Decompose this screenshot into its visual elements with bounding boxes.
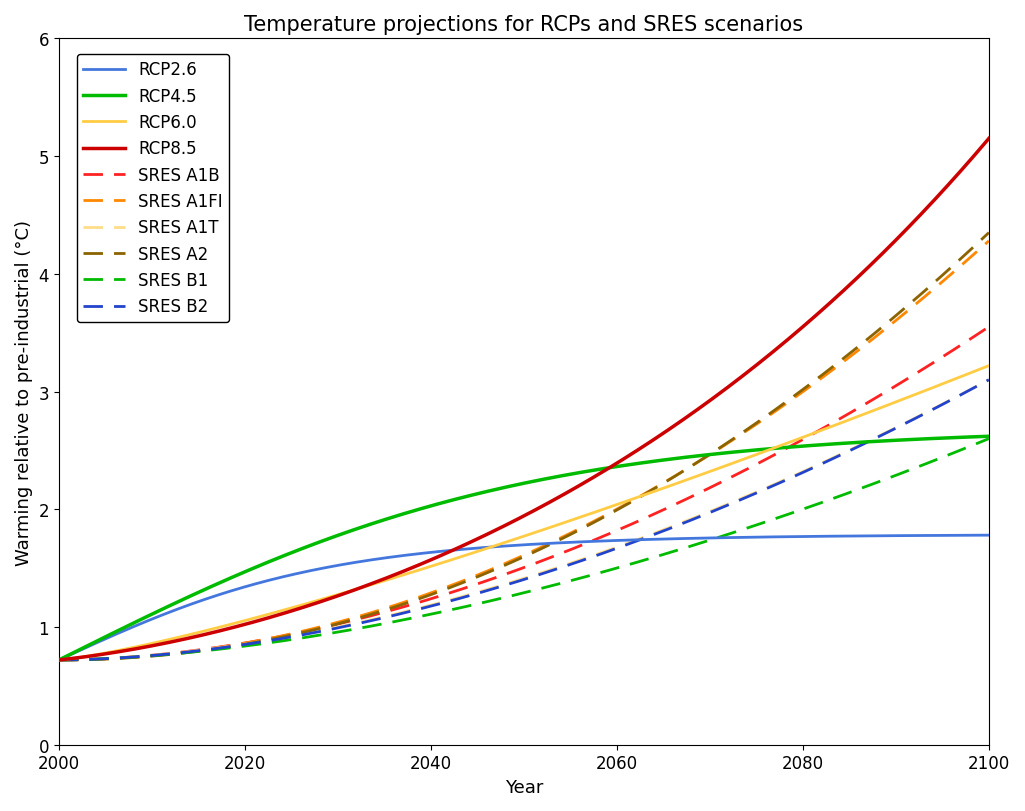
SRES B2 [983, 375, 995, 385]
RCP8.5 [815, 307, 827, 316]
SRES A1T [960, 388, 973, 397]
RCP2.6 [52, 655, 65, 665]
SRES A1T [606, 544, 618, 554]
SRES A2 [500, 560, 512, 570]
Line: SRES B1: SRES B1 [58, 439, 989, 660]
SRES A1B [606, 528, 618, 538]
RCP2.6 [983, 530, 995, 540]
SRES B1 [494, 594, 506, 603]
RCP2.6 [960, 530, 973, 540]
SRES A1T [500, 579, 512, 589]
SRES B2 [606, 545, 618, 555]
Legend: RCP2.6, RCP4.5, RCP6.0, RCP8.5, SRES A1B, SRES A1FI, SRES A1T, SRES A2, SRES B1,: RCP2.6, RCP4.5, RCP6.0, RCP8.5, SRES A1B… [77, 54, 230, 323]
RCP4.5 [556, 471, 568, 481]
SRES A1FI [556, 533, 568, 543]
RCP4.5 [494, 484, 506, 494]
SRES B2 [815, 460, 827, 470]
SRES B1 [606, 564, 618, 574]
Line: SRES A2: SRES A2 [58, 234, 989, 660]
Y-axis label: Warming relative to pre-industrial (°C): Warming relative to pre-industrial (°C) [15, 219, 33, 564]
SRES A2 [815, 371, 827, 381]
SRES A1B [815, 425, 827, 435]
SRES A2 [606, 508, 618, 517]
Line: SRES A1B: SRES A1B [58, 328, 989, 660]
X-axis label: Year: Year [504, 778, 543, 796]
SRES A1T [983, 375, 995, 385]
SRES B2 [960, 388, 973, 397]
SRES A2 [960, 249, 973, 259]
Line: RCP2.6: RCP2.6 [58, 535, 989, 660]
SRES A2 [556, 534, 568, 544]
Line: SRES A1FI: SRES A1FI [58, 242, 989, 660]
RCP8.5 [960, 161, 973, 170]
RCP4.5 [500, 483, 512, 492]
RCP6.0 [556, 519, 568, 529]
SRES A1T [52, 655, 65, 665]
RCP6.0 [606, 501, 618, 511]
SRES B1 [983, 434, 995, 444]
RCP6.0 [494, 539, 506, 549]
SRES B1 [815, 498, 827, 508]
RCP2.6 [494, 542, 506, 551]
RCP4.5 [52, 655, 65, 665]
SRES A2 [52, 655, 65, 665]
SRES A1FI [983, 237, 995, 247]
SRES A1B [983, 323, 995, 333]
RCP2.6 [606, 536, 618, 546]
Title: Temperature projections for RCPs and SRES scenarios: Temperature projections for RCPs and SRE… [244, 15, 804, 35]
SRES B2 [494, 582, 506, 592]
SRES A1T [815, 459, 827, 469]
Line: RCP4.5: RCP4.5 [58, 437, 989, 660]
RCP6.0 [500, 538, 512, 547]
RCP2.6 [556, 539, 568, 548]
RCP8.5 [556, 491, 568, 500]
SRES A1FI [500, 559, 512, 569]
SRES A2 [983, 229, 995, 238]
RCP6.0 [983, 362, 995, 371]
Line: SRES B2: SRES B2 [58, 380, 989, 660]
SRES A1B [556, 548, 568, 558]
SRES A1T [494, 581, 506, 590]
SRES B2 [556, 563, 568, 573]
RCP8.5 [494, 523, 506, 533]
RCP2.6 [500, 542, 512, 551]
SRES A1FI [494, 561, 506, 571]
Line: SRES A1T: SRES A1T [58, 380, 989, 660]
RCP8.5 [606, 461, 618, 471]
SRES A1FI [52, 655, 65, 665]
RCP8.5 [983, 135, 995, 144]
RCP4.5 [606, 463, 618, 473]
SRES A1B [52, 655, 65, 665]
SRES B1 [556, 578, 568, 588]
RCP4.5 [983, 432, 995, 442]
RCP4.5 [960, 433, 973, 443]
RCP6.0 [52, 655, 65, 665]
Line: RCP6.0: RCP6.0 [58, 367, 989, 660]
RCP8.5 [52, 655, 65, 665]
RCP2.6 [815, 532, 827, 542]
SRES B1 [960, 444, 973, 453]
RCP6.0 [960, 370, 973, 380]
SRES A1FI [815, 374, 827, 384]
SRES A1B [494, 571, 506, 581]
SRES B2 [500, 581, 512, 590]
RCP4.5 [815, 440, 827, 450]
SRES A1FI [960, 256, 973, 266]
SRES A1B [960, 337, 973, 347]
Line: RCP8.5: RCP8.5 [58, 139, 989, 660]
RCP8.5 [500, 521, 512, 530]
SRES B1 [52, 655, 65, 665]
SRES B1 [500, 593, 512, 603]
RCP6.0 [815, 426, 827, 436]
SRES A1B [500, 569, 512, 579]
SRES B2 [52, 655, 65, 665]
SRES A2 [494, 563, 506, 573]
SRES A1T [556, 561, 568, 571]
SRES A1FI [606, 507, 618, 517]
